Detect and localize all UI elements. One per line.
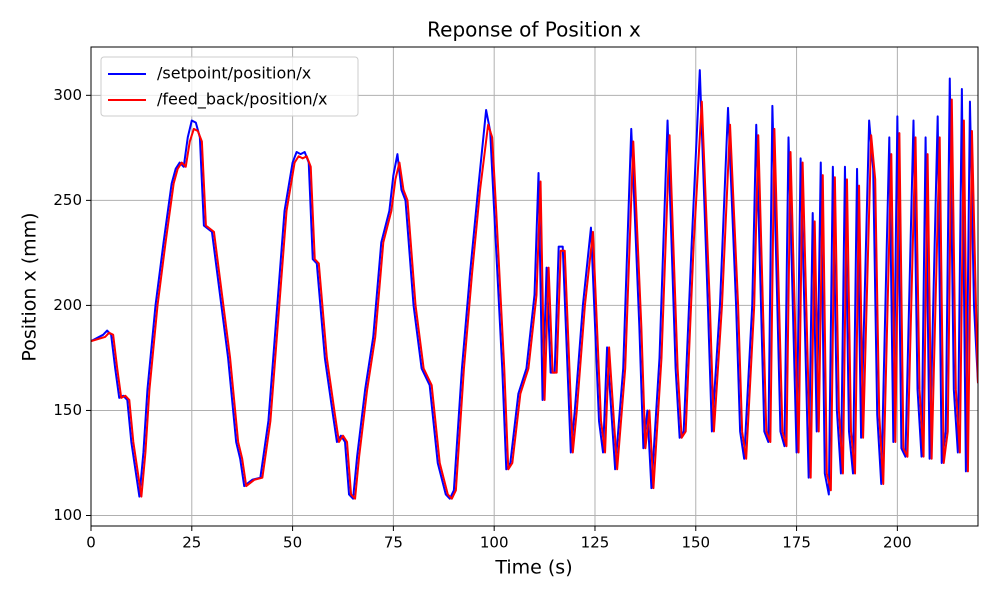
y-axis-label: Position x (mm) <box>19 212 41 361</box>
ticks: 0 25 50 75 100 125 150 175 200 100 150 200 250 300 <box>53 86 911 552</box>
x-tick-label: 175 <box>782 534 811 552</box>
y-tick-label: 300 <box>53 86 82 104</box>
x-tick-label: 0 <box>86 534 96 552</box>
x-axis-label: Time (s) <box>494 557 572 579</box>
y-tick-label: 250 <box>53 191 82 209</box>
legend-label: /feed_back/position/x <box>157 90 328 110</box>
series-line <box>91 69 978 500</box>
x-tick-label: 25 <box>182 534 201 552</box>
x-tick-label: 100 <box>480 534 509 552</box>
x-tick-label: 150 <box>681 534 710 552</box>
legend-box <box>100 56 359 117</box>
y-tick-label: 100 <box>53 506 82 524</box>
chart-title: Reponse of Position x <box>427 18 641 42</box>
y-tick-label: 200 <box>53 296 82 314</box>
x-tick-label: 75 <box>384 534 403 552</box>
x-tick-label: 200 <box>883 534 912 552</box>
plot-frame <box>90 46 979 527</box>
x-tick-label: 50 <box>283 534 302 552</box>
x-tick-label: 125 <box>581 534 610 552</box>
series-line <box>91 98 978 500</box>
y-tick-label: 150 <box>53 401 82 419</box>
legend-label: /setpoint/position/x <box>157 64 311 83</box>
legend: /setpoint/position/x/feed_back/position/… <box>100 56 359 117</box>
plot-lines <box>91 69 978 500</box>
